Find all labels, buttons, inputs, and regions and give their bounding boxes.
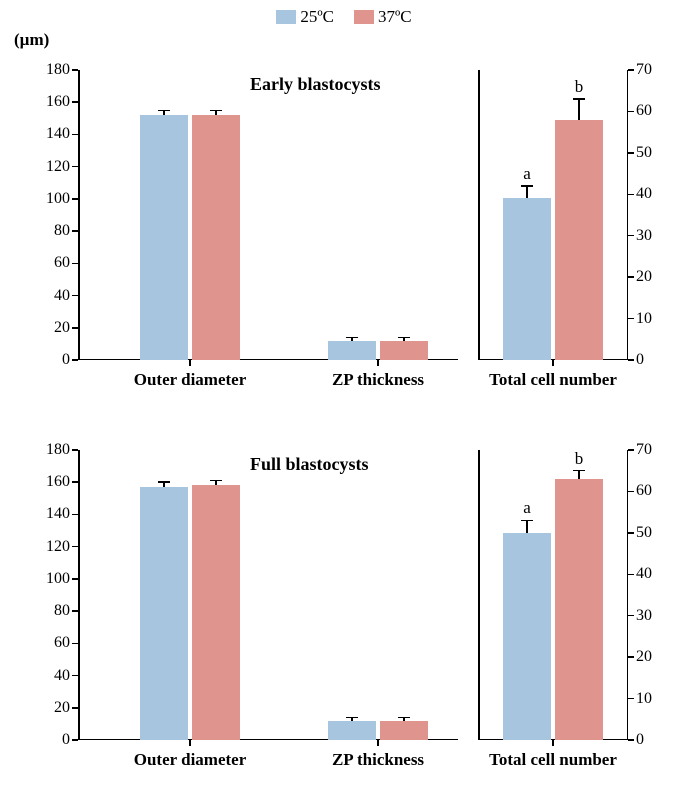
error-bar [526,186,528,198]
significance-label: a [523,164,531,184]
error-cap [521,185,533,187]
tick-label: 40 [628,565,652,583]
bar [503,198,551,360]
significance-label: a [523,498,531,518]
tick-label: 40 [54,667,78,685]
error-cap [573,470,585,472]
y-axis [478,70,480,360]
tick-label: 80 [54,222,78,240]
legend-swatch [276,10,296,24]
bar [380,341,428,360]
error-bar [578,99,580,120]
y-axis [478,450,480,740]
bar [555,120,603,360]
tick-label: 0 [62,731,78,749]
significance-label: b [575,449,584,469]
tick-label: 100 [46,190,78,208]
error-cap [398,337,410,339]
tick-label: 0 [628,351,644,369]
y-axis [78,70,80,360]
tick [552,360,554,366]
error-cap [398,717,410,719]
tick-label: 20 [628,648,652,666]
tick-label: 120 [46,158,78,176]
plot-right: 010203040506070Total cell numberab [478,70,628,360]
tick-label: 20 [54,319,78,337]
tick [189,740,191,746]
figure: (µm) 25ºC37ºC Early blastocysts020406080… [0,0,688,795]
legend-item: 37ºC [354,6,412,27]
tick-label: 160 [46,93,78,111]
tick [377,360,379,366]
tick-label: 120 [46,538,78,556]
tick-label: 50 [628,524,652,542]
tick-label: 30 [628,227,652,245]
tick-label: 180 [46,61,78,79]
bar [192,485,240,740]
tick-label: 140 [46,125,78,143]
bar [140,487,188,740]
tick-label: 40 [628,185,652,203]
legend: 25ºC 37ºC [0,6,688,27]
bar [380,721,428,740]
tick-label: 70 [628,441,652,459]
tick-label: 180 [46,441,78,459]
legend-item: 25ºC [276,6,334,27]
legend-label: 37ºC [378,7,412,26]
tick-label: 20 [628,268,652,286]
tick-label: 20 [54,699,78,717]
bar [555,479,603,740]
error-cap [346,717,358,719]
plot-left: 020406080100120140160180Outer diameterZP… [78,70,458,360]
tick [552,740,554,746]
tick-label: 40 [54,287,78,305]
tick-label: 0 [628,731,644,749]
error-bar [526,520,528,532]
legend-swatch [354,10,374,24]
error-cap [346,337,358,339]
tick-label: 0 [62,351,78,369]
tick-label: 10 [628,690,652,708]
bar [328,341,376,360]
bar [503,533,551,740]
tick-label: 30 [628,607,652,625]
tick-label: 80 [54,602,78,620]
bar [192,115,240,360]
tick-label: 50 [628,144,652,162]
tick [189,360,191,366]
tick-label: 60 [628,482,652,500]
tick-label: 60 [54,254,78,272]
error-cap [521,520,533,522]
tick-label: 100 [46,570,78,588]
bar [328,721,376,740]
panel: Early blastocysts02040608010012014016018… [0,40,688,400]
tick-label: 160 [46,473,78,491]
error-cap [158,110,170,112]
legend-label: 25ºC [300,7,334,26]
error-cap [573,98,585,100]
plot-left: 020406080100120140160180Outer diameterZP… [78,450,458,740]
tick-label: 10 [628,310,652,328]
tick-label: 60 [54,634,78,652]
plot-right: 010203040506070Total cell numberab [478,450,628,740]
bar [140,115,188,360]
significance-label: b [575,77,584,97]
error-bar [578,471,580,479]
tick-label: 70 [628,61,652,79]
tick [377,740,379,746]
y-axis [78,450,80,740]
error-cap [158,481,170,483]
error-cap [210,480,222,482]
panel: Full blastocysts020406080100120140160180… [0,420,688,780]
tick-label: 60 [628,102,652,120]
tick-label: 140 [46,505,78,523]
error-cap [210,110,222,112]
